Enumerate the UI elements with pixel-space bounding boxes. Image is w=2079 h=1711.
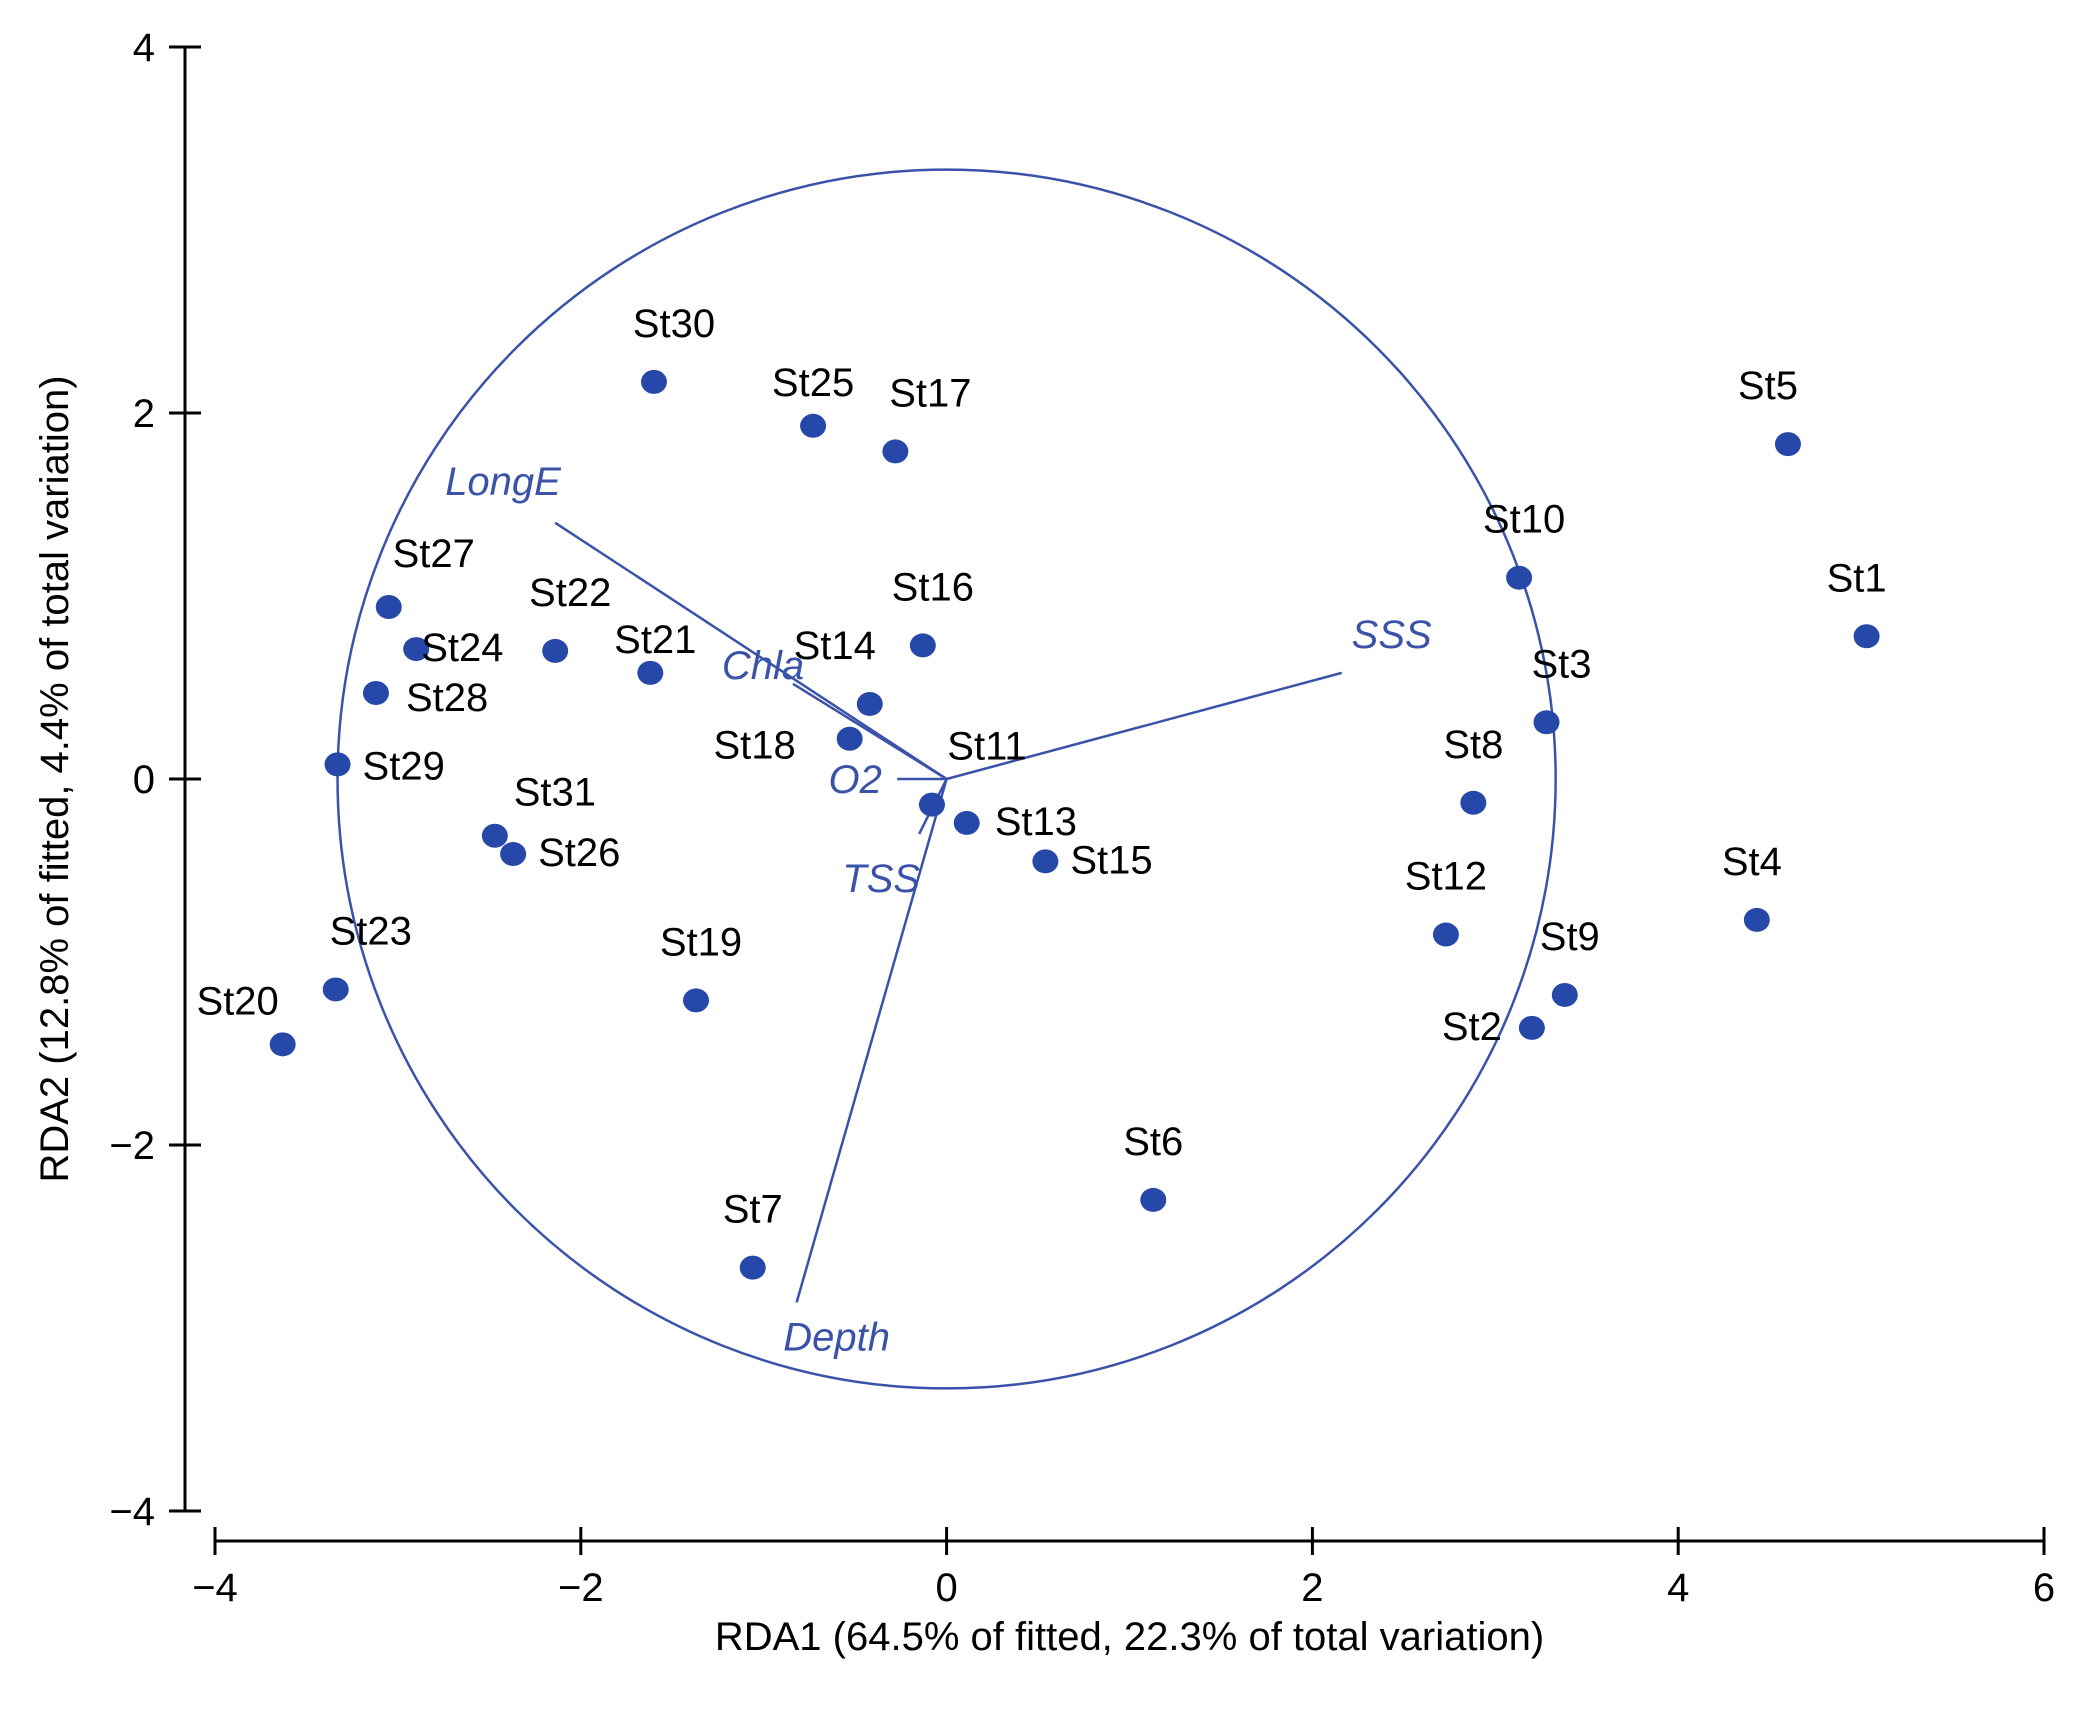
site-label-st30: St30	[633, 302, 715, 346]
site-label-st23: St23	[330, 909, 412, 953]
site-point-st18	[836, 726, 863, 751]
y-axis-title: RDA2 (12.8% of fitted, 4.4% of total var…	[33, 375, 77, 1182]
vector-label-chla: Chla	[722, 644, 804, 688]
vector-label-longe: LongE	[445, 460, 562, 504]
site-point-st16	[909, 633, 936, 658]
site-point-st2	[1518, 1015, 1545, 1040]
x-tick-label: 4	[1667, 1566, 1689, 1610]
site-point-st28	[362, 680, 389, 705]
site-label-st17: St17	[889, 371, 971, 415]
site-label-st6: St6	[1123, 1120, 1183, 1164]
site-point-st14	[856, 691, 883, 716]
x-tick-label: −2	[558, 1566, 604, 1610]
site-label-st9: St9	[1540, 915, 1600, 959]
axes: −4 −2 0 2 4 6 RDA1 (64.5% of fitted, 22.3% of …	[33, 26, 2055, 1659]
site-label-st10: St10	[1483, 498, 1565, 542]
site-point-st24	[403, 637, 430, 662]
site-label-st21: St21	[614, 618, 696, 662]
site-label-st25: St25	[772, 361, 854, 405]
site-point-st17	[882, 439, 909, 464]
site-label-st1: St1	[1827, 556, 1887, 600]
site-label-st20: St20	[197, 979, 279, 1023]
site-point-st20	[269, 1032, 296, 1057]
site-point-st19	[683, 988, 710, 1013]
x-tick-label: 0	[935, 1566, 957, 1610]
site-label-st28: St28	[406, 676, 488, 720]
site-point-st12	[1432, 922, 1459, 947]
site-point-st29	[324, 752, 351, 777]
site-point-st4	[1743, 907, 1770, 932]
site-label-st13: St13	[995, 800, 1077, 844]
site-label-st24: St24	[421, 626, 503, 670]
vector-label-tss: TSS	[842, 857, 920, 901]
site-point-st13	[953, 810, 980, 835]
y-tick-label: 4	[133, 26, 155, 70]
site-label-st15: St15	[1070, 838, 1152, 882]
site-label-st14: St14	[794, 624, 876, 668]
site-points: St1 St2 St3 St4 St5 St6 St7 St8 St9 St10 St11 St12 S…	[197, 302, 1887, 1280]
site-point-st5	[1774, 432, 1801, 457]
site-point-st6	[1140, 1187, 1167, 1212]
site-label-st18: St18	[714, 724, 796, 768]
site-point-st25	[800, 413, 827, 438]
vector-chla	[792, 682, 948, 781]
site-point-st3	[1533, 710, 1560, 735]
x-tick-label: 6	[2033, 1566, 2055, 1610]
vector-label-sss: SSS	[1352, 613, 1432, 657]
vector-label-depth: Depth	[783, 1315, 890, 1359]
site-point-st8	[1460, 790, 1487, 815]
site-point-st26	[500, 842, 527, 867]
site-point-st9	[1551, 982, 1578, 1007]
site-point-st22	[542, 638, 569, 663]
x-tick-label: 2	[1301, 1566, 1323, 1610]
site-label-st8: St8	[1443, 723, 1503, 767]
site-point-st1	[1853, 624, 1880, 649]
site-label-st27: St27	[393, 532, 475, 576]
site-label-st29: St29	[363, 744, 445, 788]
site-point-st31	[481, 823, 508, 848]
site-label-st12: St12	[1405, 855, 1487, 899]
site-label-st4: St4	[1722, 840, 1782, 884]
site-point-st23	[322, 977, 349, 1002]
site-point-st10	[1506, 565, 1533, 590]
vector-label-o2: O2	[829, 758, 882, 802]
environmental-vectors: LongE SSS Chla O2 TSS Depth	[336, 168, 1557, 1390]
site-label-st11: St11	[947, 725, 1026, 769]
site-label-st2: St2	[1442, 1005, 1502, 1049]
x-tick-label: −4	[192, 1566, 238, 1610]
vector-longe	[554, 521, 948, 781]
site-point-st21	[637, 660, 664, 685]
site-point-st27	[375, 594, 402, 619]
site-label-st22: St22	[529, 571, 611, 615]
y-tick-label: −4	[109, 1490, 155, 1534]
site-label-st19: St19	[660, 920, 742, 964]
site-point-st30	[640, 369, 667, 394]
y-tick-label: 0	[133, 758, 155, 802]
y-tick-label: −2	[109, 1124, 155, 1168]
site-label-st5: St5	[1738, 364, 1798, 408]
site-label-st26: St26	[538, 831, 620, 875]
site-point-st11	[918, 792, 945, 817]
site-label-st7: St7	[723, 1188, 783, 1232]
site-label-st16: St16	[892, 565, 974, 609]
vector-depth	[795, 778, 948, 1303]
correlation-circle	[336, 168, 1557, 1390]
site-label-st3: St3	[1531, 642, 1591, 686]
site-label-st31: St31	[514, 771, 596, 815]
x-axis-title: RDA1 (64.5% of fitted, 22.3% of total va…	[715, 1615, 1544, 1659]
vector-sss	[946, 671, 1342, 781]
y-tick-label: 2	[133, 392, 155, 436]
site-point-st7	[739, 1255, 766, 1280]
site-point-st15	[1032, 849, 1059, 874]
